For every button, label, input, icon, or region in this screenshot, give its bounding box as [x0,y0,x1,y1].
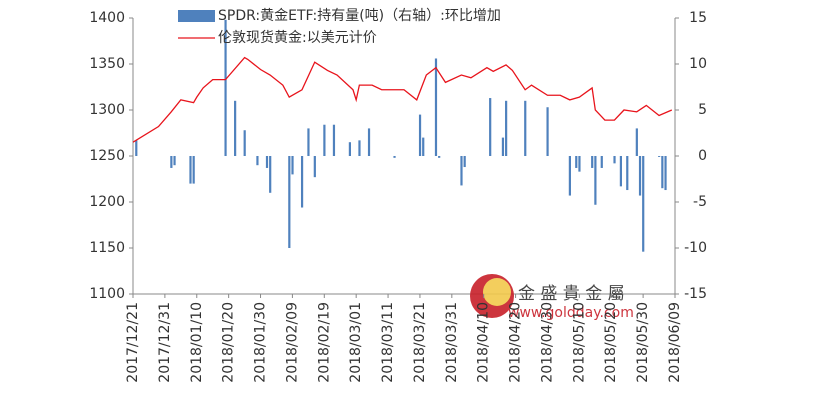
logo-inner [483,278,511,306]
watermark-brand: 金 盛 貴 金 屬 [518,284,625,304]
bar [170,156,173,168]
x-tick-label: 2018/05/30 [635,302,651,383]
bar [332,124,336,156]
x-tick-label: 2018/03/31 [444,302,460,383]
bar [505,100,508,156]
bar [313,156,316,178]
bar [661,156,664,189]
x-tick-label: 2018/01/20 [221,302,237,383]
bar [658,156,661,157]
bar [323,124,326,156]
y-tick-label: 1100 [89,286,125,302]
x-tick-label: 2018/05/20 [603,302,619,383]
legend-label: SPDR:黄金ETF:持有量(吨)（右轴）:环比增加 [218,7,501,24]
legend-label: 伦敦现货黄金:以美元计价 [218,29,377,46]
y-tick-label: 1250 [89,148,125,164]
x-tick-label: 2018/02/09 [284,302,300,383]
bar [578,156,581,172]
y2-tick-label: 0 [698,148,707,164]
bar [300,156,304,208]
bar [489,98,492,156]
bar [642,156,645,252]
y2-tick-label: -5 [693,194,707,210]
bar [224,19,227,157]
bar [613,156,616,164]
bar [243,130,246,156]
bar [367,128,371,156]
bar [524,100,527,156]
bar [460,156,463,186]
bar [594,156,597,205]
bar [265,156,269,168]
bar [288,156,291,248]
bar [600,156,603,168]
bar [393,156,396,158]
x-tick-label: 2018/01/10 [189,302,205,383]
y-tick-label: 1300 [89,102,125,118]
x-tick-label: 2018/04/20 [508,302,524,383]
y2-tick-label: 10 [689,56,707,72]
bar [664,156,667,191]
bar [591,156,594,168]
y2-tick-label: -10 [684,240,707,256]
x-tick-label: 2018/04/10 [476,302,492,383]
bar [348,142,351,156]
bar [173,156,176,166]
watermark-url: www.goldday.com [508,305,634,321]
legend-swatch [178,10,215,22]
bar [269,156,272,193]
bar [135,140,138,156]
bar [418,114,422,156]
bar [638,156,642,196]
y2-tick-label: -15 [684,286,707,302]
x-tick-label: 2017/12/31 [157,302,173,383]
bar [575,156,578,168]
y2-tick-label: 5 [698,102,707,118]
bar [358,140,361,156]
bar [192,156,195,184]
watermark: 金 盛 貴 金 屬 www.goldday.com [470,274,634,321]
y-tick-label: 1400 [89,10,125,26]
bar [635,128,638,156]
x-tick-label: 2018/01/30 [253,302,269,383]
bar [626,156,629,191]
bar [434,58,438,157]
bar [291,156,294,175]
x-tick-label: 2018/02/19 [316,302,332,383]
bar [546,107,549,156]
line [132,56,673,143]
bar [463,156,466,168]
x-tick-label: 2018/04/30 [539,302,555,383]
bar [256,156,259,166]
bar [501,137,505,156]
x-tick-label: 2018/05/10 [571,302,587,383]
y2-tick-label: 15 [689,10,707,26]
x-tick-label: 2018/06/09 [667,302,683,383]
bar [189,156,192,184]
x-tick-label: 2018/03/01 [348,302,364,383]
x-tick-label: 2018/03/21 [412,302,428,383]
bar [438,156,441,158]
y-tick-label: 1200 [89,194,125,210]
bar [568,156,571,196]
bar [307,128,310,156]
y-tick-label: 1350 [89,56,125,72]
y-tick-label: 1150 [89,240,125,256]
bar [422,137,425,156]
x-tick-label: 2017/12/21 [125,302,141,383]
bar [234,100,237,156]
bar [619,156,622,187]
x-tick-label: 2018/03/11 [380,302,396,383]
